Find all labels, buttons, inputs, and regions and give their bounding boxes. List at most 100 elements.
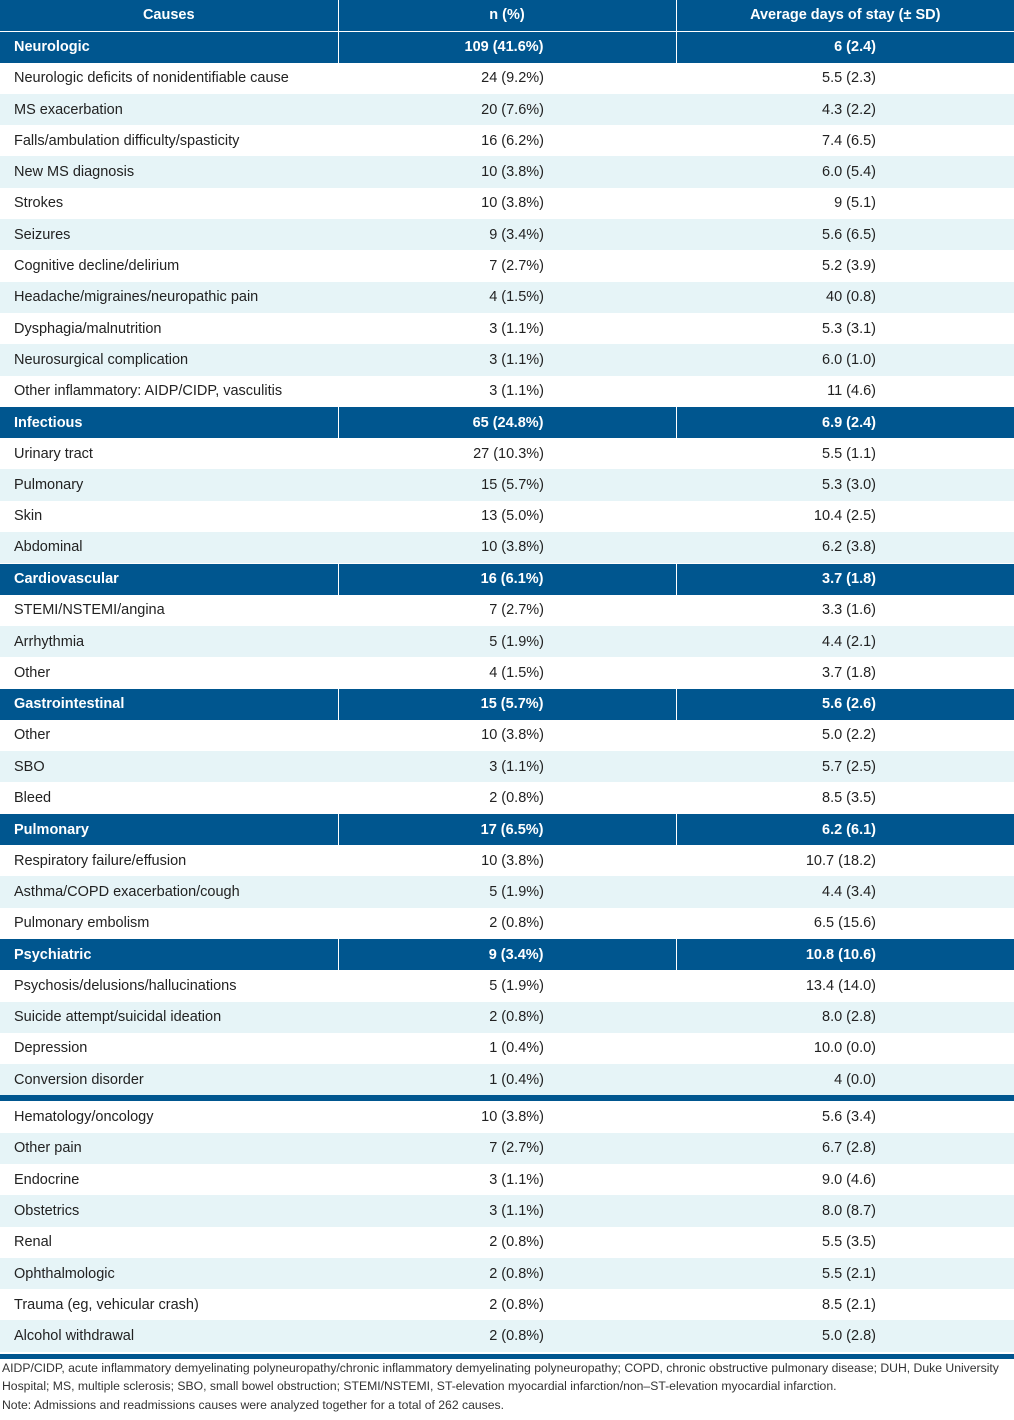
section-name: Cardiovascular: [0, 562, 339, 595]
days-cell: 3.7 (1.8): [822, 664, 876, 681]
table-row: Trauma (eg, vehicular crash) 2 (0.8%) 8.5 …: [0, 1289, 1014, 1320]
n-cell: 15 (5.7%): [338, 469, 676, 501]
table-row: Seizures 9 (3.4%) 5.6 (6.5): [0, 219, 1014, 251]
table-row: Depression 1 (0.4%) 10.0 (0.0): [0, 1033, 1014, 1064]
n-cell: 5 (1.9%): [338, 625, 676, 658]
table-row: Endocrine 3 (1.1%) 9.0 (4.6): [0, 1164, 1014, 1195]
n-cell: 10 (3.8%): [481, 1109, 544, 1126]
section-days: 3.7 (1.8): [676, 562, 1014, 595]
days-cell: 5.5 (1.1): [822, 445, 876, 462]
cause-cell: Other pain: [0, 1132, 338, 1164]
days-cell: 5.7 (2.5): [676, 751, 1014, 783]
n-cell: 4 (1.5%): [489, 664, 544, 681]
section-days: 10.8 (10.6): [676, 938, 1014, 971]
footnote-abbreviations: AIDP/CIDP, acute inflammatory demyelinat…: [2, 1360, 999, 1394]
cause-cell: Arrhythmia: [0, 625, 338, 658]
table-row: Pulmonary 15 (5.7%) 5.3 (3.0): [0, 469, 1014, 501]
n-cell: 3 (1.1%): [338, 751, 676, 783]
n-cell: 1 (0.4%): [489, 1040, 544, 1057]
n-cell: 10 (3.8%): [338, 532, 676, 564]
table-row: Suicide attempt/suicidal ideation 2 (0.8%…: [0, 1001, 1014, 1033]
n-cell: 4 (1.5%): [338, 281, 676, 313]
section-n: 65 (24.8%): [338, 406, 677, 439]
cause-cell: Strokes: [14, 195, 64, 212]
n-cell: 5 (1.9%): [489, 977, 544, 994]
days-cell: 6.0 (5.4): [676, 156, 1014, 188]
cause-cell: Suicide attempt/suicidal ideation: [0, 1001, 338, 1033]
table-row: SBO 3 (1.1%) 5.7 (2.5): [0, 751, 1014, 783]
days-cell: 10.4 (2.5): [813, 508, 876, 525]
cause-cell: Headache/migraines/neuropathic pain: [0, 281, 338, 313]
days-cell: 8.5 (3.5): [822, 789, 876, 806]
days-cell: 40 (0.8): [676, 281, 1014, 313]
days-cell: 5.5 (2.3): [822, 70, 876, 87]
cause-cell: New MS diagnosis: [0, 156, 338, 188]
table-row: Abdominal 10 (3.8%) 6.2 (3.8): [0, 532, 1014, 564]
n-cell: 16 (6.2%): [481, 132, 544, 149]
table-row: Ophthalmologic 2 (0.8%) 5.5 (2.1): [0, 1257, 1014, 1290]
table-row: STEMI/NSTEMI/angina 7 (2.7%) 3.3 (1.6): [0, 595, 1014, 626]
table-row: Neurosurgical complication 3 (1.1%) 6.0 (1…: [0, 344, 1014, 376]
table-row: Renal 2 (0.8%) 5.5 (3.5): [0, 1227, 1014, 1258]
section-n: 16 (6.1%): [338, 562, 677, 595]
section-days: 6 (2.4): [676, 30, 1014, 63]
cause-cell: Pulmonary: [0, 469, 338, 501]
header-n: n (%): [338, 0, 677, 32]
table-row: MS exacerbation 20 (7.6%) 4.3 (2.2): [0, 93, 1014, 126]
section-header-row: Neurologic 109 (41.6%) 6 (2.4): [0, 30, 1014, 63]
section-n: 15 (5.7%): [338, 688, 677, 720]
cause-cell: Asthma/COPD exacerbation/cough: [0, 876, 338, 908]
days-cell: 8.0 (2.8): [676, 1001, 1014, 1033]
days-cell: 13.4 (14.0): [805, 977, 876, 994]
n-cell: 27 (10.3%): [473, 445, 544, 462]
cause-cell: Conversion disorder: [0, 1064, 338, 1096]
section-days: 5.6 (2.6): [676, 688, 1014, 720]
n-cell: 2 (0.8%): [338, 1257, 676, 1290]
section-days: 6.2 (6.1): [676, 813, 1014, 846]
days-cell: 11 (4.6): [827, 382, 876, 399]
n-cell: 10 (3.8%): [481, 852, 544, 869]
section-divider: [0, 1095, 1014, 1102]
days-cell: 5.5 (2.1): [676, 1257, 1014, 1290]
cause-cell: Obstetrics: [0, 1195, 338, 1227]
days-cell: 5.3 (3.1): [822, 320, 876, 337]
section-name: Pulmonary: [0, 813, 339, 846]
section-name: Psychiatric: [0, 938, 339, 971]
section-header-row: Gastrointestinal 15 (5.7%) 5.6 (2.6): [0, 688, 1014, 720]
cause-cell: Neurosurgical complication: [0, 344, 338, 376]
table-row: Cognitive decline/delirium 7 (2.7%) 5.2 (3…: [0, 250, 1014, 281]
table-row: Neurologic deficits of nonidentifiable c…: [0, 63, 1014, 94]
footnote-note: Note: Admissions and readmissions causes…: [2, 1397, 504, 1412]
table-row: Skin 13 (5.0%) 10.4 (2.5): [0, 501, 1014, 532]
cause-cell: Hematology/oncology: [14, 1109, 154, 1126]
section-n: 17 (6.5%): [338, 813, 677, 846]
cause-cell: Psychosis/delusions/hallucinations: [14, 977, 237, 994]
cause-cell: Dysphagia/malnutrition: [14, 320, 162, 337]
n-cell: 20 (7.6%): [338, 93, 676, 126]
cause-cell: Depression: [14, 1040, 88, 1057]
cause-cell: Other inflammatory: AIDP/CIDP, vasculiti…: [14, 382, 283, 399]
section-days: 6.9 (2.4): [676, 406, 1014, 439]
table-row: Other pain 7 (2.7%) 6.7 (2.8): [0, 1132, 1014, 1164]
n-cell: 7 (2.7%): [489, 258, 544, 275]
table-row: Falls/ambulation difficulty/spasticity 16…: [0, 125, 1014, 156]
days-cell: 3.3 (1.6): [822, 602, 876, 619]
n-cell: 3 (1.1%): [489, 382, 544, 399]
n-cell: 10 (3.8%): [338, 156, 676, 188]
table-row: Bleed 2 (0.8%) 8.5 (3.5): [0, 782, 1014, 813]
days-cell: 10.7 (18.2): [805, 852, 876, 869]
n-cell: 9 (3.4%): [338, 219, 676, 251]
cause-cell: Renal: [14, 1234, 52, 1251]
table-row: Conversion disorder 1 (0.4%) 4 (0.0): [0, 1064, 1014, 1096]
cause-cell: Endocrine: [14, 1171, 80, 1188]
table-row: Dysphagia/malnutrition 3 (1.1%) 5.3 (3.1): [0, 313, 1014, 344]
days-cell: 5.3 (3.0): [676, 469, 1014, 501]
table-row: Arrhythmia 5 (1.9%) 4.4 (2.1): [0, 625, 1014, 658]
n-cell: 3 (1.1%): [489, 1171, 544, 1188]
cause-cell: Other: [14, 727, 51, 744]
section-name: Infectious: [0, 406, 339, 439]
cause-cell: Trauma (eg, vehicular crash): [14, 1296, 199, 1313]
cause-cell: MS exacerbation: [0, 93, 338, 126]
table-row: Obstetrics 3 (1.1%) 8.0 (8.7): [0, 1195, 1014, 1227]
cause-cell: Ophthalmologic: [0, 1257, 338, 1290]
